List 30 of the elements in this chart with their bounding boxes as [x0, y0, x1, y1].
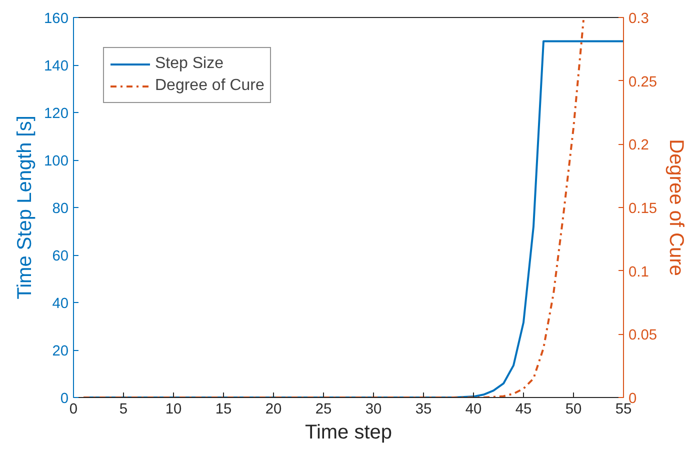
x-axis-title: Time step — [304, 422, 392, 444]
y-tick-label: 0 — [60, 391, 69, 407]
x-tick-label: 10 — [165, 402, 182, 418]
y2-tick-label: 0.1 — [628, 264, 649, 280]
y-tick-label: 40 — [52, 296, 69, 312]
x-tick-label: 40 — [465, 402, 482, 418]
y2-tick-label: 0.15 — [628, 201, 658, 217]
x-tick-label: 45 — [515, 402, 532, 418]
y-tick-label: 140 — [44, 58, 69, 74]
y2-tick-label: 0.25 — [628, 74, 658, 90]
legend-label: Degree of Cure — [155, 77, 264, 95]
x-tick-label: 20 — [265, 402, 282, 418]
x-tick-label: 5 — [119, 402, 128, 418]
x-tick-label: 50 — [565, 402, 582, 418]
y2-tick-label: 0.05 — [628, 328, 658, 344]
y2-tick-label: 0.3 — [628, 11, 649, 27]
y2-tick-label: 0.2 — [628, 138, 649, 154]
x-tick-label: 35 — [415, 402, 432, 418]
y-tick-label: 60 — [52, 248, 69, 264]
x-tick-label: 30 — [365, 402, 382, 418]
legend-label: Step Size — [155, 55, 224, 73]
x-tick-label: 25 — [315, 402, 332, 418]
y-axis-title: Time Step Length [s] — [14, 116, 36, 300]
y-tick-label: 160 — [44, 11, 69, 27]
x-tick-label: 15 — [215, 402, 232, 418]
y-tick-label: 100 — [44, 154, 69, 170]
y-tick-label: 120 — [44, 106, 69, 122]
y-tick-label: 20 — [52, 344, 69, 360]
y-tick-label: 80 — [52, 201, 69, 217]
y2-axis-title: Degree of Cure — [665, 139, 688, 276]
